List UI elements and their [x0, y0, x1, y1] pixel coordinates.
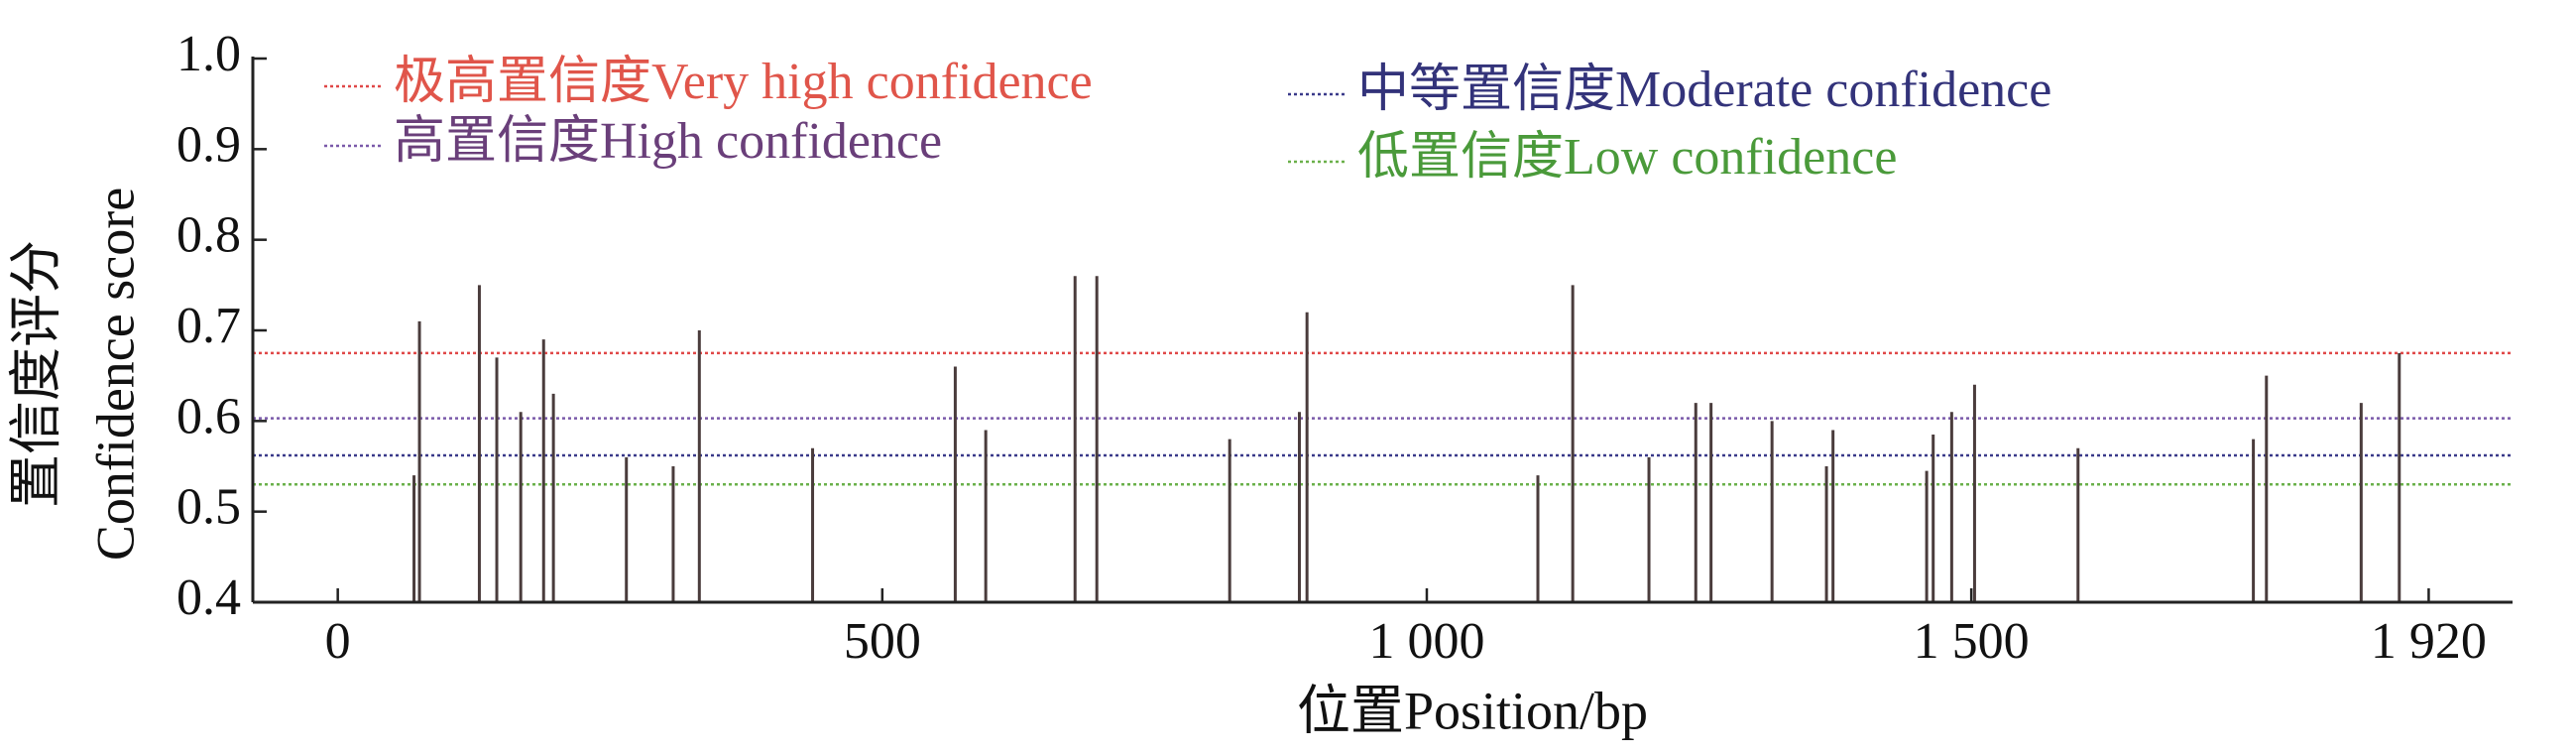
y-tick-label: 1.0	[176, 26, 241, 82]
legend-label: 中等置信度Moderate confidence	[1357, 62, 2051, 118]
x-tick-label: 1 000	[1368, 613, 1484, 670]
legend-label: 高置信度High confidence	[394, 113, 942, 170]
y-axis-label: Confidence score	[85, 188, 145, 561]
y-tick-label: 0.5	[176, 479, 241, 536]
y-axis-label: 置信度评分	[6, 240, 65, 508]
y-tick-label: 0.9	[176, 116, 241, 173]
y-tick-label: 0.7	[176, 298, 241, 354]
legend-label: 极高置信度Very high confidence	[394, 54, 1093, 110]
y-tick-label: 0.4	[176, 569, 241, 626]
y-tick-label: 0.6	[176, 388, 241, 444]
y-tick-label: 0.8	[176, 207, 241, 264]
x-tick-label: 0	[325, 613, 351, 670]
x-axis-label: 位置Position/bp	[1297, 681, 1648, 740]
legend-label: 低置信度Low confidence	[1357, 129, 1897, 186]
x-tick-label: 1 920	[2371, 613, 2487, 670]
x-tick-label: 1 500	[1914, 613, 2030, 670]
x-tick-label: 500	[844, 613, 921, 670]
